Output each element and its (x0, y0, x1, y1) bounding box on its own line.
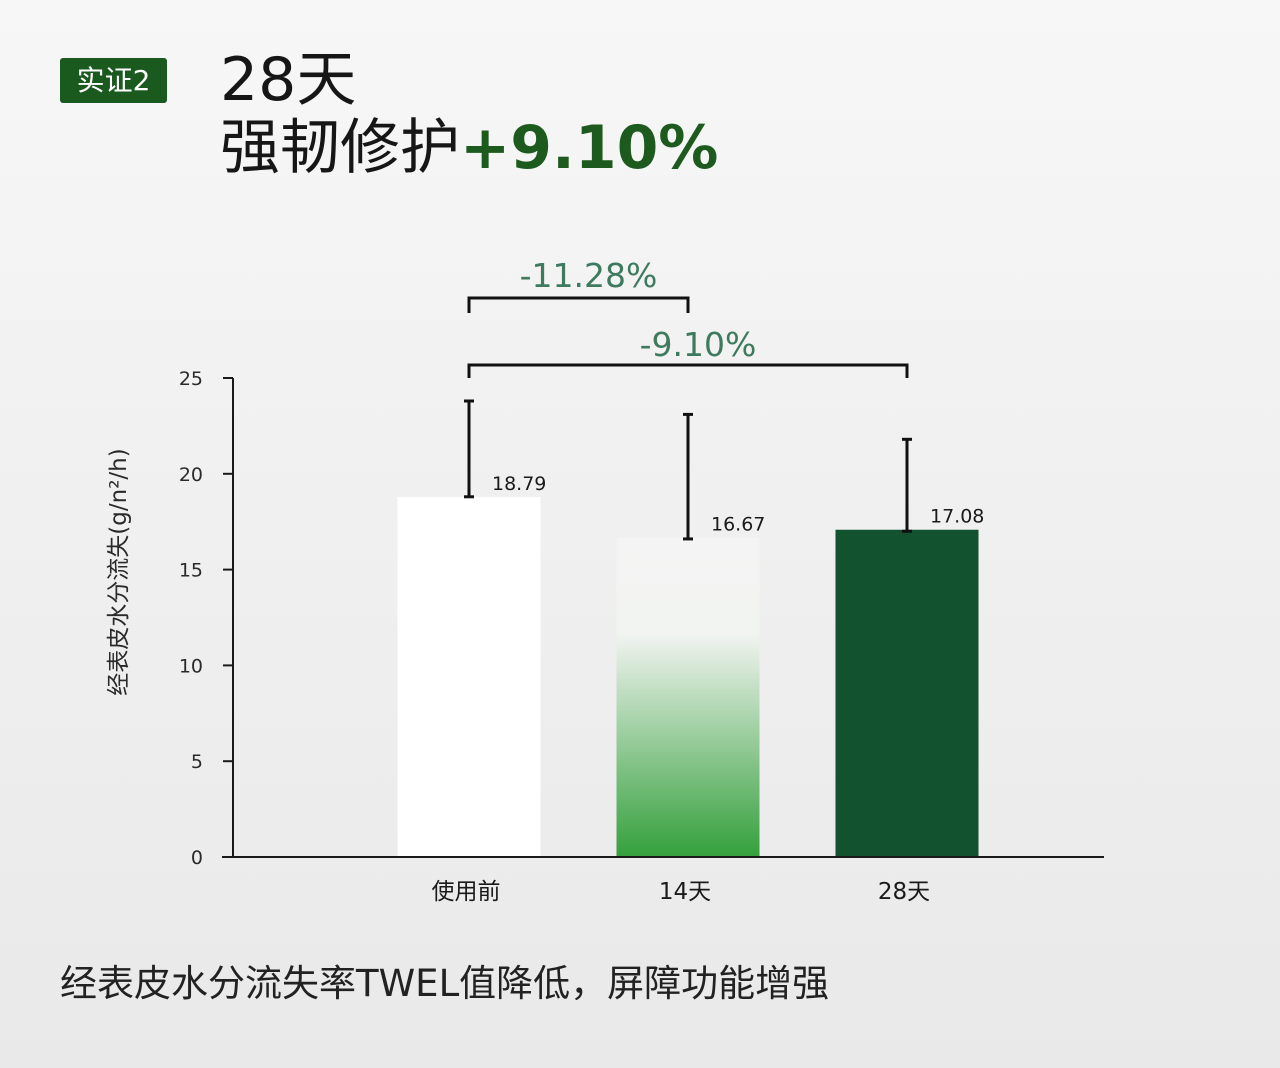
y-tick-label-25: 25 (179, 368, 203, 390)
y-tick-label-20: 20 (179, 464, 203, 486)
y-tick-label-5: 5 (191, 751, 203, 773)
bar-3 (835, 529, 979, 857)
y-tick-label-0: 0 (191, 847, 203, 869)
headline-duration: 28天 (220, 45, 357, 115)
chart-caption: 经表皮水分流失率TWEL值降低，屏障功能增强 (60, 962, 830, 1005)
value-label-1: 18.79 (492, 473, 546, 495)
bar-1 (397, 496, 541, 857)
comparison-label-1: -11.28% (520, 256, 658, 295)
headline-claim-percent: +9.10% (460, 113, 719, 183)
value-label-2: 16.67 (711, 514, 765, 536)
comparison-bracket-2 (467, 363, 909, 378)
headline-claim-text: 强韧修护 (220, 113, 460, 183)
headline-claim: 强韧修护+9.10% (220, 112, 718, 184)
bar-2 (616, 537, 760, 857)
evidence-badge: 实证2 (60, 58, 167, 103)
category-label-2: 14天 (659, 879, 711, 905)
y-tick-label-15: 15 (179, 560, 203, 582)
comparison-label-2: -9.10% (640, 325, 757, 364)
category-label-3: 28天 (878, 879, 930, 905)
y-tick-label-10: 10 (179, 655, 203, 677)
comparison-bracket-1 (467, 296, 690, 313)
value-label-3: 17.08 (930, 506, 984, 528)
category-label-1: 使用前 (432, 879, 501, 905)
